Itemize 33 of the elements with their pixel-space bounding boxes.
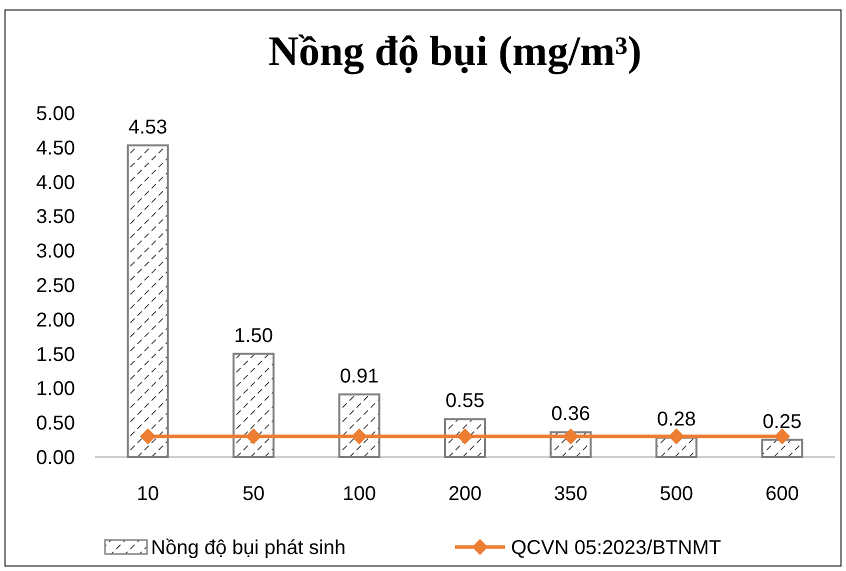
legend-label: Nồng độ bụi phát sinh xyxy=(151,537,346,559)
x-tick-label: 50 xyxy=(242,483,265,505)
bar xyxy=(232,352,275,458)
data-label: 0.55 xyxy=(446,390,484,412)
data-label: 1.50 xyxy=(234,324,274,347)
legend-label: QCVN 05:2023/BTNMT xyxy=(511,537,722,559)
y-tick-label: 4.50 xyxy=(36,137,75,160)
y-tick-label: 0.00 xyxy=(36,447,75,469)
y-tick-label: 0.50 xyxy=(36,412,75,435)
bar xyxy=(338,393,380,458)
x-tick-label: 100 xyxy=(342,483,376,505)
y-tick-label: 1.00 xyxy=(36,378,75,400)
bar xyxy=(126,144,169,458)
y-tick-label: 4.00 xyxy=(36,172,75,194)
y-tick-label: 1.50 xyxy=(36,344,75,366)
x-tick-label: 500 xyxy=(660,483,694,505)
y-tick-label: 2.50 xyxy=(36,275,75,297)
x-tick-label: 350 xyxy=(554,483,588,505)
data-label: 0.91 xyxy=(340,365,379,388)
bar xyxy=(761,438,804,458)
y-tick-label: 2.00 xyxy=(36,309,75,332)
x-tick-label: 10 xyxy=(136,483,159,505)
data-label: 0.36 xyxy=(551,403,590,426)
data-label: 4.53 xyxy=(128,116,168,138)
data-label: 0.28 xyxy=(656,408,696,431)
y-tick-label: 3.00 xyxy=(36,240,75,263)
x-tick-label: 200 xyxy=(448,483,482,505)
bar xyxy=(655,436,698,458)
y-tick-label: 3.50 xyxy=(36,206,75,228)
chart-title: Nồng độ bụi (mg/m³) xyxy=(268,29,642,75)
data-label: 0.25 xyxy=(762,410,802,433)
y-tick-label: 5.00 xyxy=(36,103,75,125)
x-tick-label: 600 xyxy=(765,483,799,505)
